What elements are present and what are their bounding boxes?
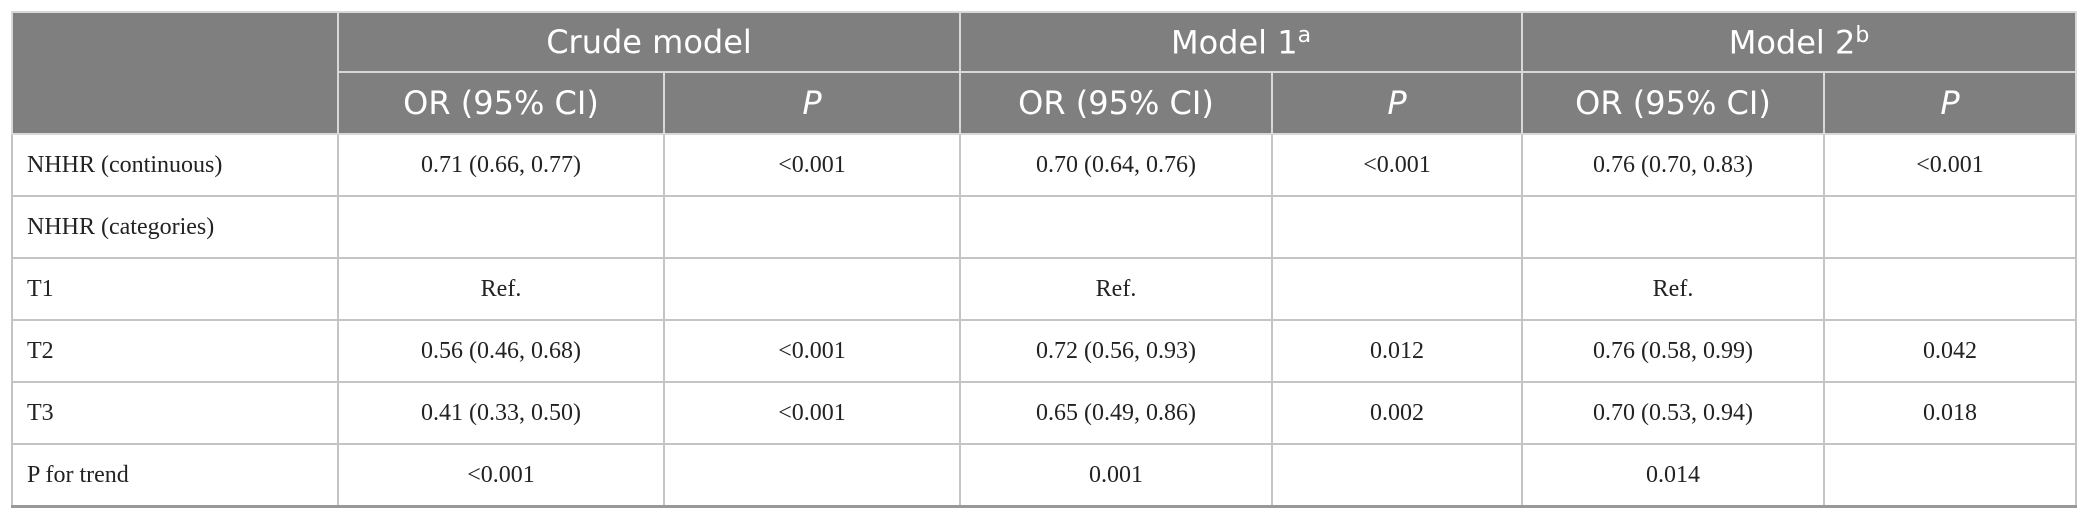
cell: <0.001 (337, 443, 665, 508)
subheader-row: OR (95% CI) P OR (95% CI) P OR (95% CI) P (12, 71, 2078, 135)
corner-cell (11, 11, 339, 135)
cell: <0.001 (1271, 133, 1523, 197)
table-wrap: Crude model Model 1a Model 2b OR (95% CI) P O… (11, 11, 2078, 508)
header-row: Crude model Model 1a Model 2b (11, 11, 2078, 135)
cell: 0.41 (0.33, 0.50) (337, 381, 665, 445)
subheader: P (1822, 71, 2078, 135)
data-row: T1 Ref. Ref. Ref. (11, 257, 2078, 321)
cell: 0.014 (1521, 443, 1825, 508)
cell: 0.002 (1271, 381, 1523, 445)
cell: Ref. (1521, 257, 1825, 321)
cell (1271, 257, 1523, 321)
cell (959, 195, 1273, 259)
cell: 0.70 (0.53, 0.94) (1521, 381, 1825, 445)
subheader: P (663, 71, 961, 135)
cell (1822, 257, 2078, 321)
row-label: NHHR (continuous) (11, 133, 339, 197)
subheader: OR (95% CI) (959, 71, 1273, 135)
cell (1271, 443, 1523, 508)
row-label: T1 (11, 257, 339, 321)
cell (663, 195, 961, 259)
group-label: Crude model (546, 23, 752, 61)
data-row: NHHR (categories) (11, 195, 2078, 259)
cell: <0.001 (663, 381, 961, 445)
cell: 0.56 (0.46, 0.68) (337, 319, 665, 383)
row-label: NHHR (categories) (11, 195, 339, 259)
cell (337, 195, 665, 259)
footnote-mark: b (1855, 22, 1870, 48)
cell (663, 443, 961, 508)
cell (1822, 195, 2078, 259)
subheader: OR (95% CI) (1521, 71, 1825, 135)
data-row: P for trend <0.001 0.001 0.014 (11, 443, 2078, 508)
cell: 0.001 (959, 443, 1273, 508)
results-table: Crude model Model 1a Model 2b OR (95% CI) P O… (11, 11, 2078, 508)
cell: Ref. (959, 257, 1273, 321)
cell: <0.001 (1822, 133, 2078, 197)
group-label: Model 1 (1170, 23, 1298, 62)
data-row: T2 0.56 (0.46, 0.68) <0.001 0.72 (0.56, 0.9… (11, 319, 2078, 383)
row-label: T2 (11, 319, 339, 383)
footnote-mark: a (1297, 22, 1312, 48)
cell (1521, 195, 1825, 259)
cell (1822, 443, 2078, 508)
cell: 0.042 (1822, 319, 2078, 383)
cell: 0.012 (1271, 319, 1523, 383)
cell: 0.76 (0.70, 0.83) (1521, 133, 1825, 197)
row-label: T3 (11, 381, 339, 445)
cell: 0.76 (0.58, 0.99) (1521, 319, 1825, 383)
cell: <0.001 (663, 319, 961, 383)
group-header: Model 1a (959, 11, 1523, 73)
cell: 0.72 (0.56, 0.93) (959, 319, 1273, 383)
cell: 0.018 (1822, 381, 2078, 445)
data-row: NHHR (continuous) 0.71 (0.66, 0.77) <0.001… (11, 133, 2078, 197)
cell (1271, 195, 1523, 259)
subheader: P (1271, 71, 1523, 135)
cell: 0.71 (0.66, 0.77) (337, 133, 665, 197)
cell: 0.70 (0.64, 0.76) (959, 133, 1273, 197)
group-header: Crude model (337, 11, 961, 73)
cell: Ref. (337, 257, 665, 321)
data-row: T3 0.41 (0.33, 0.50) <0.001 0.65 (0.49, 0.8… (11, 381, 2078, 445)
cell: <0.001 (663, 133, 961, 197)
group-label: Model 2 (1728, 23, 1856, 62)
cell: 0.65 (0.49, 0.86) (959, 381, 1273, 445)
row-label: P for trend (11, 443, 339, 508)
cell (663, 257, 961, 321)
group-header: Model 2b (1520, 11, 2078, 73)
subheader: OR (95% CI) (337, 71, 665, 135)
